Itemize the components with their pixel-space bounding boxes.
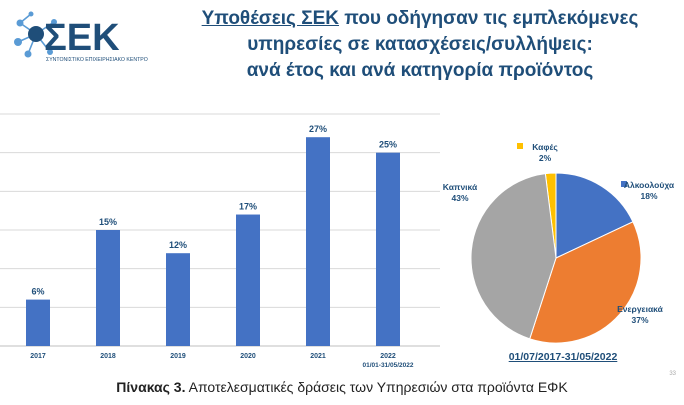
pie-label-marker xyxy=(612,305,618,311)
logo-text: ΣΕΚ xyxy=(44,17,120,59)
bar-value-label: 17% xyxy=(239,202,257,212)
x-tick-label: 2020 xyxy=(240,353,256,360)
pie-category-label: Αλκοολούχα xyxy=(624,180,675,190)
page-number: 33 xyxy=(669,371,676,377)
title-line1-rest: που οδήγησαν τις εμπλεκόμενες xyxy=(339,8,639,29)
pie-value-label: 2% xyxy=(539,153,552,163)
bar-2021 xyxy=(306,137,330,346)
pie-value-label: 37% xyxy=(631,315,648,325)
bar-chart: 6% 2017 15% 2018 12% 2019 17% 2020 27% 2021 25% 202… xyxy=(0,113,440,369)
bar-value-label: 15% xyxy=(99,217,117,227)
pie-category-label: Καφές xyxy=(532,142,558,152)
x-tick-label: 2018 xyxy=(100,353,116,360)
pie-label-marker xyxy=(517,143,523,149)
x-tick-label: 2019 xyxy=(170,353,186,360)
pie-label-marker xyxy=(621,181,627,187)
molecule-network-icon: ΣΕΚ ΣΥΝΤΟΝΙΣΤΙΚΟ ΕΠΙΧΕΙΡΗΣΙΑΚΟ ΚΕΝΤΡΟ xyxy=(14,11,148,63)
title-line3: ανά έτος και ανά κατηγορία προϊόντος xyxy=(246,60,594,81)
title-highlight: Υποθέσεις ΣΕΚ xyxy=(201,8,340,29)
x-tick-label: 2021 xyxy=(310,353,326,360)
title-line2: υπηρεσίες σε κατασχέσεις/συλλήψεις: xyxy=(247,34,593,55)
pie-category-label: Καπνικά xyxy=(443,182,478,192)
pie-slice-3 xyxy=(529,221,642,344)
pie-slice-4 xyxy=(470,173,557,340)
bar-2018 xyxy=(96,230,120,346)
slide-title: Υποθέσεις ΣΕΚ που οδήγησαν τις εμπλεκόμε… xyxy=(170,6,670,84)
logo-subtitle: ΣΥΝΤΟΝΙΣΤΙΚΟ ΕΠΙΧΕΙΡΗΣΙΑΚΟ ΚΕΝΤΡΟ xyxy=(46,57,148,63)
bar-2019 xyxy=(166,253,190,346)
pie-slice-2 xyxy=(555,172,634,259)
bar-2020 xyxy=(236,214,260,346)
pie-category-label: Ενεργειακά xyxy=(617,304,663,314)
period-label: 01/07/2017-31/05/2022 xyxy=(508,351,618,363)
bar-value-label: 27% xyxy=(309,124,327,134)
bar-value-label: 6% xyxy=(31,287,44,297)
bar-value-label: 12% xyxy=(169,240,187,250)
x-tick-sublabel: 01/01-31/05/2022 xyxy=(363,362,414,369)
caption-text: Αποτελεσματικές δράσεις των Υπηρεσιών στ… xyxy=(185,379,568,395)
x-tick-label: 2017 xyxy=(30,353,46,360)
table-caption: Πίνακας 3. Αποτελεσματικές δράσεις των Υ… xyxy=(0,379,684,395)
bar-2022 xyxy=(376,152,400,346)
caption-number: Πίνακας 3. xyxy=(116,379,186,395)
logo: ΣΕΚ ΣΥΝΤΟΝΙΣΤΙΚΟ ΕΠΙΧΕΙΡΗΣΙΑΚΟ ΚΕΝΤΡΟ xyxy=(6,6,171,66)
bar-value-label: 25% xyxy=(379,140,397,150)
pie-value-label: 43% xyxy=(451,193,468,203)
x-tick-label: 2022 xyxy=(380,353,396,360)
pie-value-label: 18% xyxy=(640,191,657,201)
bar-2017 xyxy=(26,299,50,346)
